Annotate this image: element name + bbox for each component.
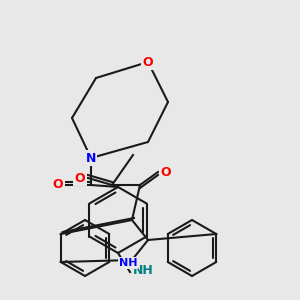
- Text: O: O: [53, 178, 63, 191]
- Text: O: O: [75, 172, 85, 184]
- Text: NH: NH: [133, 265, 154, 278]
- Text: O: O: [161, 166, 171, 178]
- Text: NH: NH: [119, 258, 137, 268]
- Text: O: O: [143, 56, 153, 68]
- Text: N: N: [86, 152, 96, 164]
